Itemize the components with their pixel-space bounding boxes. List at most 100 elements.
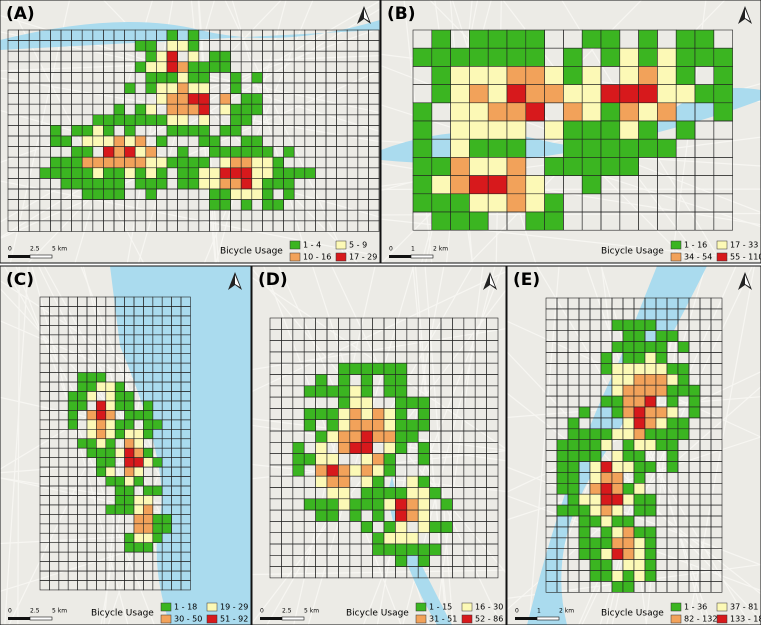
grid-cell: [124, 156, 136, 169]
grid-cell: [251, 135, 263, 147]
grid-cell: [71, 146, 83, 158]
grid-cell: [589, 461, 602, 473]
grid-cell: [209, 146, 221, 158]
grid-cell: [360, 453, 373, 466]
grid-cell: [622, 406, 635, 419]
grid-cell: [644, 319, 657, 331]
grid-cell: [156, 72, 168, 84]
grid-cell: [187, 82, 200, 94]
grid-cell: [677, 384, 690, 397]
grid-cell: [177, 167, 189, 179]
grid-cell: [429, 521, 442, 533]
grid-cell: [177, 114, 189, 126]
grid-cell: [633, 363, 646, 375]
grid-cell: [633, 406, 646, 419]
grid-cell: [283, 188, 295, 200]
grid-cell: [360, 430, 373, 443]
grid-cell: [143, 447, 154, 458]
grid-cell: [431, 84, 451, 104]
scale-bar: [260, 617, 282, 620]
grid-cell: [360, 498, 373, 511]
grid-cell: [230, 82, 242, 94]
grid-cell: [133, 504, 144, 515]
grid-cell: [96, 400, 107, 411]
grid-cell: [638, 102, 658, 122]
grid-cell: [487, 193, 508, 213]
grid-cell: [114, 429, 125, 440]
scale-label: 2 km: [433, 246, 448, 253]
grid-cell: [303, 453, 316, 466]
grid-cell: [303, 419, 316, 432]
grid-cell: [315, 442, 328, 454]
grid-cell: [450, 47, 470, 67]
grid-cell: [71, 167, 83, 179]
grid-cell: [161, 523, 172, 534]
scale-label: 2.5: [30, 246, 40, 253]
grid-cell: [688, 395, 701, 408]
grid-cell: [349, 362, 362, 375]
grid-cell: [156, 156, 168, 169]
grid-cell: [349, 509, 362, 522]
grid-cell: [383, 487, 396, 500]
road: [263, 265, 402, 625]
grid-cell: [124, 391, 135, 402]
grid-cell: [622, 352, 635, 364]
grid-cell: [143, 514, 154, 525]
grid-cell: [124, 419, 135, 430]
grid-cell: [81, 167, 94, 179]
grid-cell: [124, 429, 135, 440]
grid-cell: [187, 93, 200, 105]
grid-cell: [272, 178, 284, 190]
grid-cell: [611, 319, 624, 331]
grid-cell: [60, 167, 72, 179]
grid-cell: [622, 493, 635, 506]
grid-cell: [525, 102, 545, 122]
road: [528, 265, 560, 625]
grid-cell: [251, 72, 263, 84]
grid-cell: [622, 319, 635, 331]
grid-cell: [360, 521, 373, 533]
grid-cell: [187, 61, 200, 73]
grid-cell: [105, 391, 116, 402]
grid-cell: [145, 50, 157, 63]
grid-cell: [525, 193, 545, 213]
grid-cell: [694, 47, 715, 67]
grid-cell: [177, 178, 189, 190]
grid-cell: [431, 211, 451, 231]
grid-cell: [105, 438, 116, 449]
grid-cell: [406, 419, 419, 432]
legend-swatch: [206, 614, 218, 624]
grid-cell: [262, 199, 274, 211]
legend-swatch: [670, 252, 682, 262]
grid-cell: [556, 450, 569, 462]
grid-cell: [600, 483, 613, 495]
grid-cell: [469, 84, 489, 104]
legend-label: 1 - 18: [174, 603, 197, 612]
grid-cell: [525, 175, 545, 195]
grid-cell: [114, 476, 125, 487]
grid-cell: [622, 341, 635, 353]
grid-cell: [133, 495, 144, 506]
road: [215, 0, 287, 264]
grid-cell: [39, 167, 51, 179]
grid-cell: [372, 509, 385, 522]
scale-label: 5 km: [52, 608, 67, 615]
road: [251, 271, 507, 392]
grid-cell: [67, 400, 78, 411]
grid-cell: [124, 114, 136, 126]
grid-cell: [81, 125, 94, 137]
grid-cell: [619, 138, 639, 158]
road: [331, 265, 502, 625]
map-panel: (B) 0 1 2 km Bicycle Usage 1 - 16 17 - 33 34 - …: [380, 0, 761, 264]
grid-cell: [338, 430, 351, 443]
grid-cell: [383, 543, 396, 556]
grid-cell: [622, 570, 635, 582]
grid-cell: [675, 66, 696, 85]
grid-cell: [71, 178, 83, 190]
grid-cell: [156, 178, 168, 190]
grid-cell: [145, 114, 157, 126]
grid-cell: [360, 487, 373, 500]
grid-cell: [383, 430, 396, 443]
grid-cell: [124, 504, 135, 515]
panel-label: (A): [6, 4, 35, 24]
